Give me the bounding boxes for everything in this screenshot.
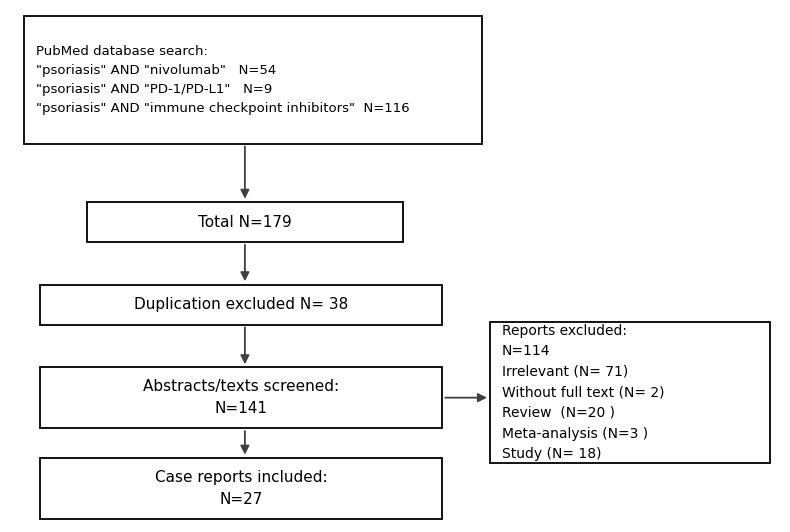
FancyBboxPatch shape [87,202,403,242]
FancyBboxPatch shape [490,322,770,463]
FancyBboxPatch shape [24,16,482,144]
Text: Case reports included:
N=27: Case reports included: N=27 [155,470,327,506]
FancyBboxPatch shape [40,285,442,325]
Text: Total N=179: Total N=179 [198,214,292,230]
Text: Reports excluded:
N=114
Irrelevant (N= 71)
Without full text (N= 2)
Review  (N=2: Reports excluded: N=114 Irrelevant (N= 7… [502,323,664,461]
FancyBboxPatch shape [40,458,442,519]
Text: Abstracts/texts screened:
N=141: Abstracts/texts screened: N=141 [143,379,339,416]
Text: PubMed database search:
"psoriasis" AND "nivolumab"   N=54
"psoriasis" AND "PD-1: PubMed database search: "psoriasis" AND … [36,45,409,115]
FancyBboxPatch shape [40,367,442,428]
Text: Duplication excluded N= 38: Duplication excluded N= 38 [134,297,348,312]
